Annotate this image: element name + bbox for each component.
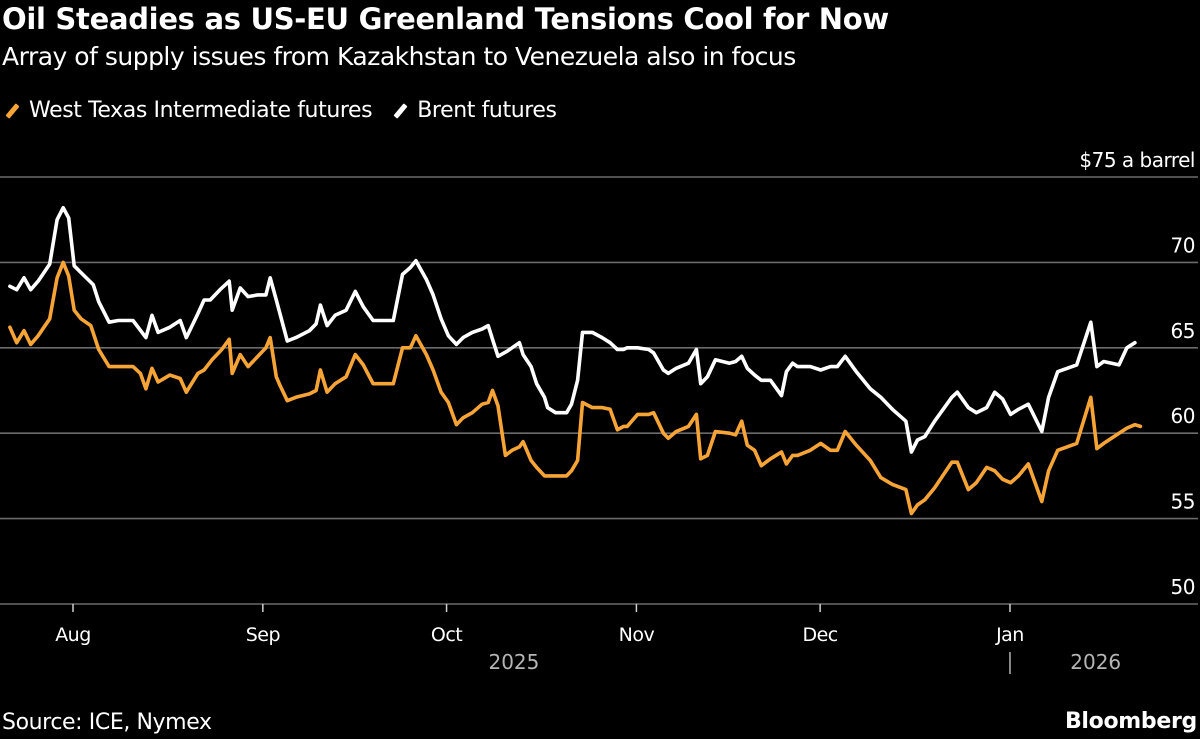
chart-title: Oil Steadies as US-EU Greenland Tensions… xyxy=(2,2,889,36)
year-label: 2025 xyxy=(488,650,539,674)
y-tick-label: $75 a barrel xyxy=(1079,148,1195,172)
legend: West Texas Intermediate futures Brent fu… xyxy=(4,98,577,123)
x-tick-label: Aug xyxy=(55,624,91,646)
y-tick-label: 55 xyxy=(1171,490,1195,514)
legend-label-wti: West Texas Intermediate futures xyxy=(29,98,373,123)
y-tick-label: 50 xyxy=(1171,575,1195,599)
x-tick-label: Jan xyxy=(995,624,1024,646)
source-note: Source: ICE, Nymex xyxy=(2,710,212,735)
series-lines xyxy=(8,205,1143,516)
x-tick-label: Dec xyxy=(802,624,837,646)
x-tick-label: Oct xyxy=(431,624,462,646)
series-line-wti xyxy=(8,260,1143,516)
series-line-brent xyxy=(8,205,1137,454)
y-tick-label: 70 xyxy=(1171,233,1195,257)
x-tick-label: Sep xyxy=(246,624,281,646)
x-tick-label: Nov xyxy=(619,624,655,646)
legend-item-wti: West Texas Intermediate futures xyxy=(4,98,373,123)
y-tick-label: 60 xyxy=(1171,404,1195,428)
legend-label-brent: Brent futures xyxy=(417,98,557,123)
bloomberg-logo: Bloomberg xyxy=(1064,709,1197,734)
y-axis-labels: $75 a barrel 70 65 60 55 50 xyxy=(1079,148,1195,599)
gridlines xyxy=(0,176,1198,605)
x-axis: Aug Sep Oct Nov Dec Jan 2025 2026 xyxy=(55,604,1121,674)
y-tick-label: 65 xyxy=(1171,319,1195,343)
chart-subtitle: Array of supply issues from Kazakhstan t… xyxy=(2,42,796,71)
legend-item-brent: Brent futures xyxy=(392,98,557,123)
year-label: 2026 xyxy=(1070,650,1121,674)
